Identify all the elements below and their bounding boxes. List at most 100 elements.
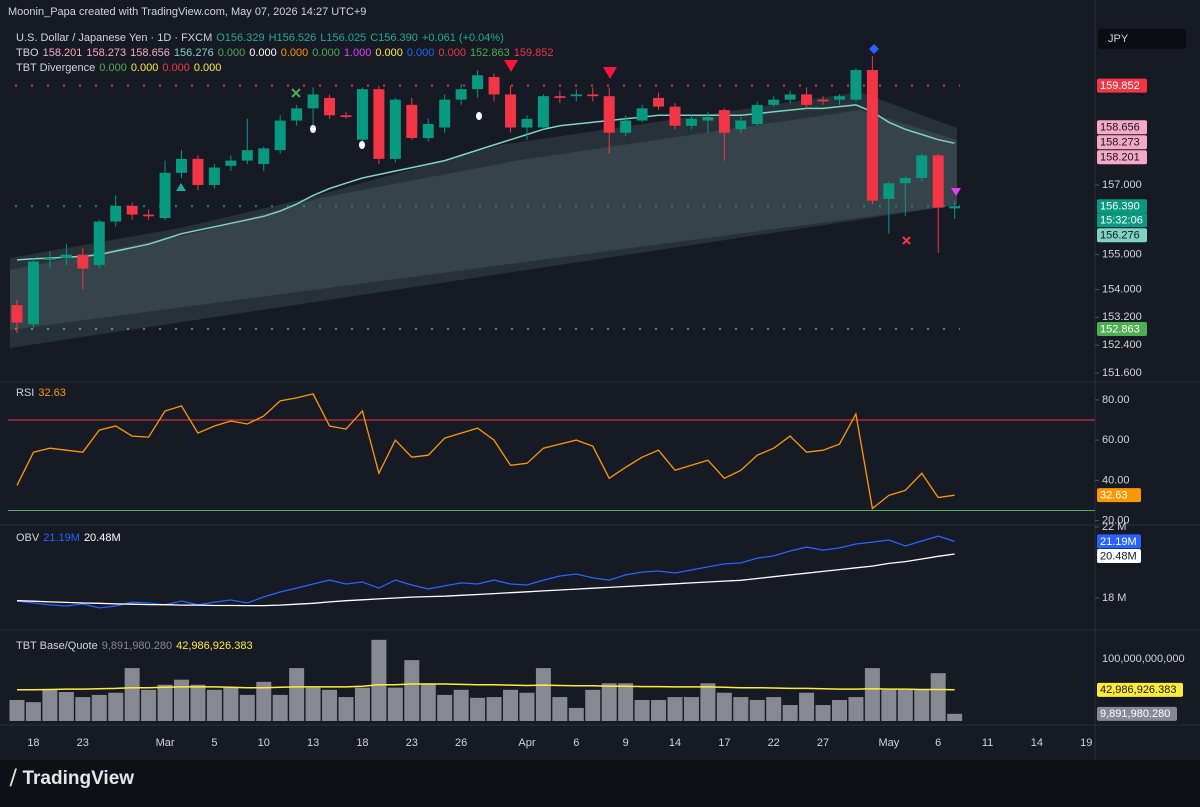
bar	[486, 697, 502, 721]
price-label: 159.852	[1100, 80, 1140, 92]
bar	[206, 689, 222, 721]
candle-body	[11, 305, 23, 323]
symbol: U.S. Dollar / Japanese Yen · 1D · FXCM	[16, 32, 213, 44]
price-label: 21.19M	[1100, 536, 1137, 548]
candle-body	[241, 150, 253, 161]
candle-body	[751, 104, 763, 125]
signal-dot	[476, 112, 482, 120]
legend: TBO 158.201 158.273 158.656 156.276 0.000 0.00…	[16, 47, 557, 59]
x-tick-label: 23	[406, 737, 418, 749]
price-label-box	[1097, 548, 1141, 563]
credit: Moonin_Papa created with TradingView.com…	[8, 6, 367, 18]
candle-body	[192, 158, 204, 185]
candle-body	[422, 124, 434, 138]
candle-body	[159, 172, 171, 219]
signal-down	[603, 67, 617, 79]
signal-dot	[310, 125, 316, 133]
countdown-box	[1097, 213, 1147, 228]
candle-body	[307, 94, 319, 109]
signal-down	[951, 188, 961, 196]
bar	[91, 694, 107, 721]
price-label-box	[1097, 199, 1147, 214]
signals	[176, 44, 961, 245]
x-tick-label: May	[878, 737, 899, 749]
ohlc-value: O156.329	[216, 32, 265, 44]
price-label-box	[1097, 706, 1177, 721]
candle-body	[949, 206, 961, 209]
x-tick-label: 14	[1031, 737, 1043, 749]
bar	[108, 692, 124, 721]
bar	[881, 689, 897, 721]
candle-body	[636, 108, 648, 121]
price-label: 158.273	[1100, 137, 1140, 149]
x-tick-label: 5	[211, 737, 217, 749]
price-label: 156.390	[1100, 201, 1140, 213]
candle-body	[389, 99, 401, 159]
candle-body	[27, 261, 39, 325]
indicator-value: 159.852	[513, 47, 554, 59]
candle-body	[439, 99, 451, 128]
marks: 157.000 155.000 154.000 153.200 152.400 151.6…	[8, 56, 1185, 749]
candle-body	[93, 221, 105, 266]
bar	[420, 683, 436, 721]
bar	[848, 697, 864, 721]
bar	[239, 694, 255, 721]
candle-body	[899, 178, 911, 184]
logo-text: TradingView	[22, 768, 135, 789]
candle-body	[110, 205, 122, 222]
x-tick-label: 13	[307, 737, 319, 749]
bar	[503, 689, 518, 721]
bar	[190, 684, 206, 721]
x-tick-label: 17	[718, 737, 730, 749]
bar	[914, 689, 930, 721]
y-tick-label: 22 M	[1102, 521, 1126, 533]
price-label: 152.863	[1100, 323, 1140, 335]
signal-diamond	[869, 44, 879, 54]
price-label-box	[1097, 135, 1147, 150]
bar	[535, 668, 551, 721]
candle-body	[554, 96, 566, 98]
x-tick-label: 26	[455, 737, 467, 749]
price-label-box	[1097, 322, 1147, 337]
x-tick-label: 18	[356, 737, 368, 749]
bar	[272, 694, 288, 721]
bar	[141, 689, 157, 721]
bar	[437, 694, 453, 721]
x-tick-label: 11	[982, 737, 993, 749]
bar	[618, 683, 634, 721]
currency-button[interactable]: JPY	[1098, 29, 1186, 49]
indicator-name: RSI	[16, 387, 35, 399]
y-tick-label: 155.000	[1102, 249, 1142, 261]
price-label: 156.276	[1100, 230, 1140, 242]
bar	[766, 697, 782, 721]
bar	[782, 705, 798, 721]
candle-body	[274, 120, 286, 151]
candle-body	[505, 94, 516, 128]
countdown: 15:32:06	[1100, 215, 1143, 227]
tbo-cloud	[10, 92, 957, 348]
y-tick-label: 153.200	[1102, 311, 1142, 323]
bar	[124, 668, 140, 721]
legend: U.S. Dollar / Japanese Yen · 1D · FXCM O1…	[16, 32, 508, 44]
candle-body	[603, 96, 615, 133]
bar	[453, 689, 469, 721]
indicator-value: 9,891,980.280	[101, 640, 173, 652]
indicator-value: 20.48M	[83, 532, 121, 544]
bar	[864, 668, 880, 721]
scale-label: 100,000,000,000	[1102, 653, 1185, 665]
y-tick-label: 18 M	[1102, 592, 1126, 604]
indicator-value: 152.863	[469, 47, 510, 59]
bar	[387, 687, 403, 721]
indicator-name: TBT Base/Quote	[16, 640, 98, 652]
bar	[667, 697, 683, 721]
y-tick-label: 60.00	[1102, 434, 1130, 446]
y-tick-label: 20.00	[1102, 514, 1130, 526]
candle-body	[488, 77, 500, 95]
candle-body	[834, 96, 845, 100]
logo[interactable]: ⧸ TradingView	[10, 768, 138, 790]
x-tick-label: 14	[669, 737, 681, 749]
x-tick-label: 19	[1080, 737, 1092, 749]
